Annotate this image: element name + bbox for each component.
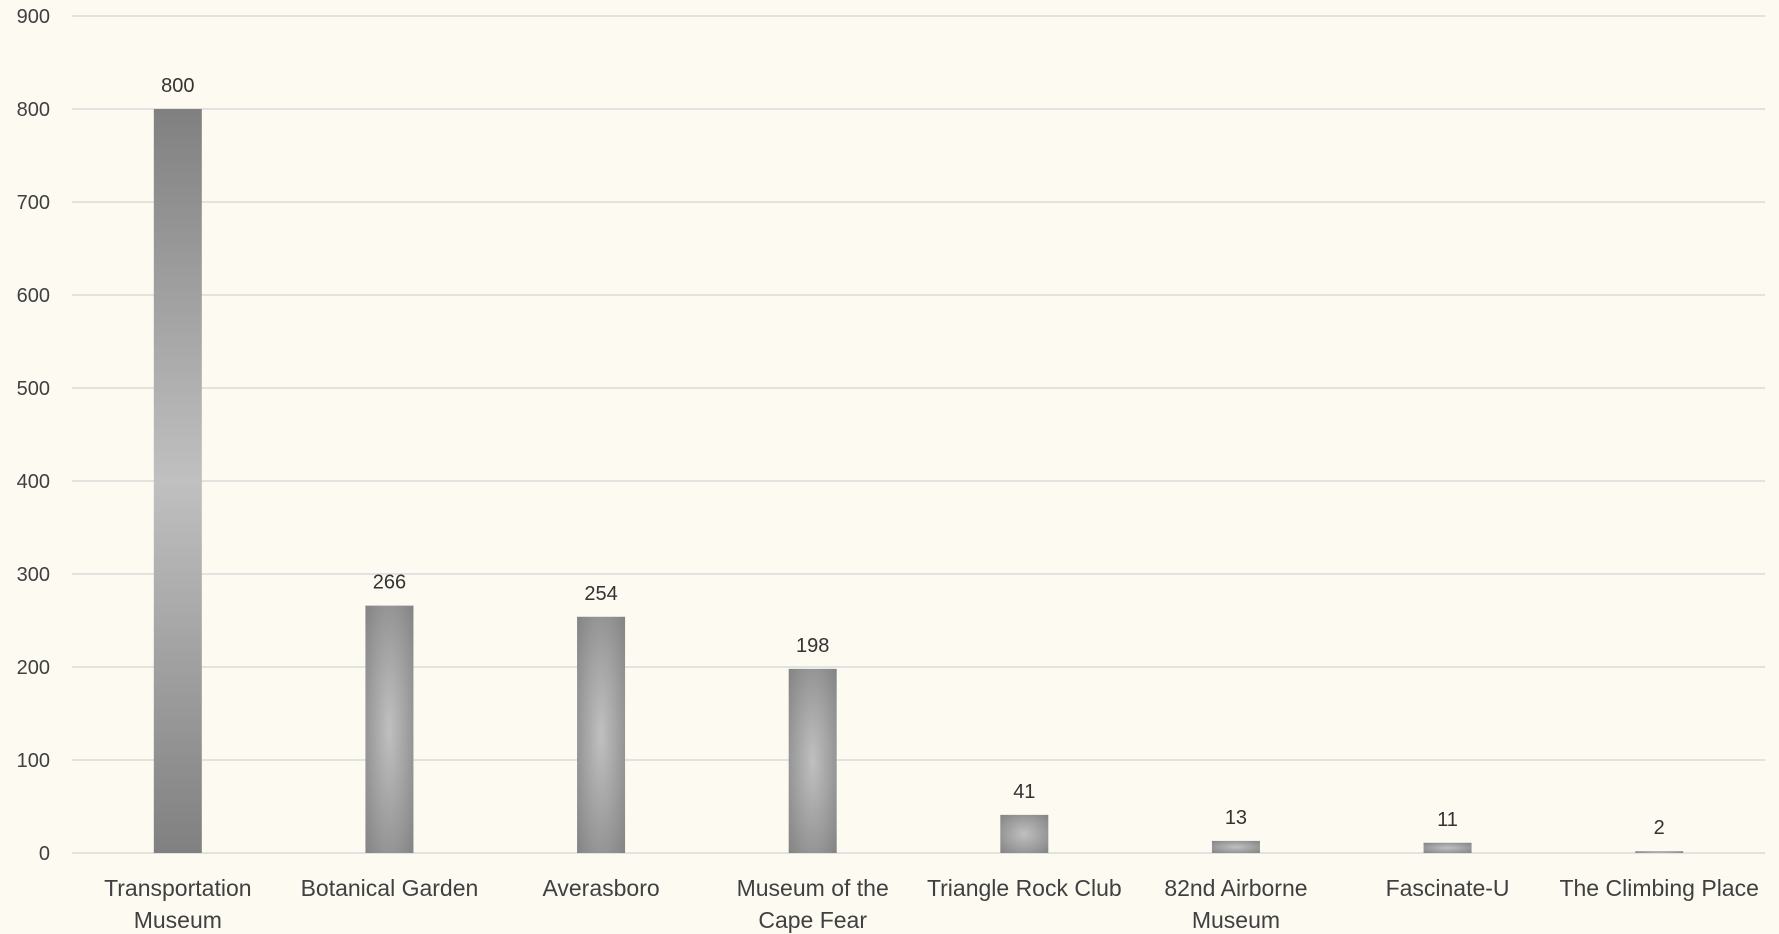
x-tick-label: Fascinate-U (1386, 875, 1510, 901)
y-tick-label: 900 (17, 6, 50, 28)
y-tick-label: 100 (17, 750, 50, 772)
x-tick-label-line: Museum of the (737, 875, 889, 901)
x-tick-label-line: Botanical Garden (301, 875, 479, 901)
bars (153, 109, 1684, 853)
bar (1635, 851, 1684, 853)
data-label: 13 (1225, 807, 1247, 829)
x-tick-label-line: Fascinate-U (1386, 875, 1510, 901)
x-tick-label: Botanical Garden (301, 875, 479, 901)
y-tick-label: 400 (17, 471, 50, 493)
data-label: 800 (161, 75, 194, 97)
y-tick-label: 300 (17, 564, 50, 586)
gridlines (72, 15, 1765, 854)
bar (577, 616, 626, 853)
x-axis: Transportation Museum Botanical Garden Aver… (104, 875, 1759, 933)
x-tick-label-line: Averasboro (542, 875, 659, 901)
bar (788, 668, 837, 853)
bar (1423, 842, 1472, 853)
bar (1211, 840, 1260, 853)
x-tick-label-line: Museum (1192, 907, 1280, 933)
x-tick-label-line: Museum (134, 907, 222, 933)
y-tick-label: 500 (17, 378, 50, 400)
y-tick-label: 800 (17, 99, 50, 121)
x-tick-label: The Climbing Place (1559, 875, 1758, 901)
x-tick-label-line: Cape Fear (758, 907, 867, 933)
y-tick-label: 0 (39, 843, 50, 865)
x-tick-label: Museum of the Cape Fear (737, 875, 889, 933)
data-label: 266 (373, 572, 406, 594)
x-tick-label-line: 82nd Airborne (1164, 875, 1307, 901)
x-tick-label-line: Triangle Rock Club (927, 875, 1122, 901)
x-tick-label-line: Transportation (104, 875, 251, 901)
x-tick-label-line: The Climbing Place (1559, 875, 1758, 901)
data-label: 41 (1013, 781, 1035, 803)
y-tick-label: 700 (17, 192, 50, 214)
bar (1000, 814, 1049, 853)
bar (153, 109, 202, 853)
data-labels: 800 266 254 198 41 13 11 2 (161, 75, 1665, 839)
x-tick-label: 82nd Airborne Museum (1164, 875, 1307, 933)
data-label: 198 (796, 635, 829, 657)
x-tick-label: Triangle Rock Club (927, 875, 1122, 901)
y-tick-label: 600 (17, 285, 50, 307)
bar (365, 605, 414, 853)
x-tick-label: Transportation Museum (104, 875, 251, 933)
y-axis: 0 100 200 300 400 500 600 700 800 900 (17, 6, 50, 865)
data-label: 2 (1654, 817, 1665, 839)
data-label: 11 (1437, 809, 1458, 831)
x-tick-label: Averasboro (542, 875, 659, 901)
y-tick-label: 200 (17, 657, 50, 679)
data-label: 254 (584, 583, 617, 605)
